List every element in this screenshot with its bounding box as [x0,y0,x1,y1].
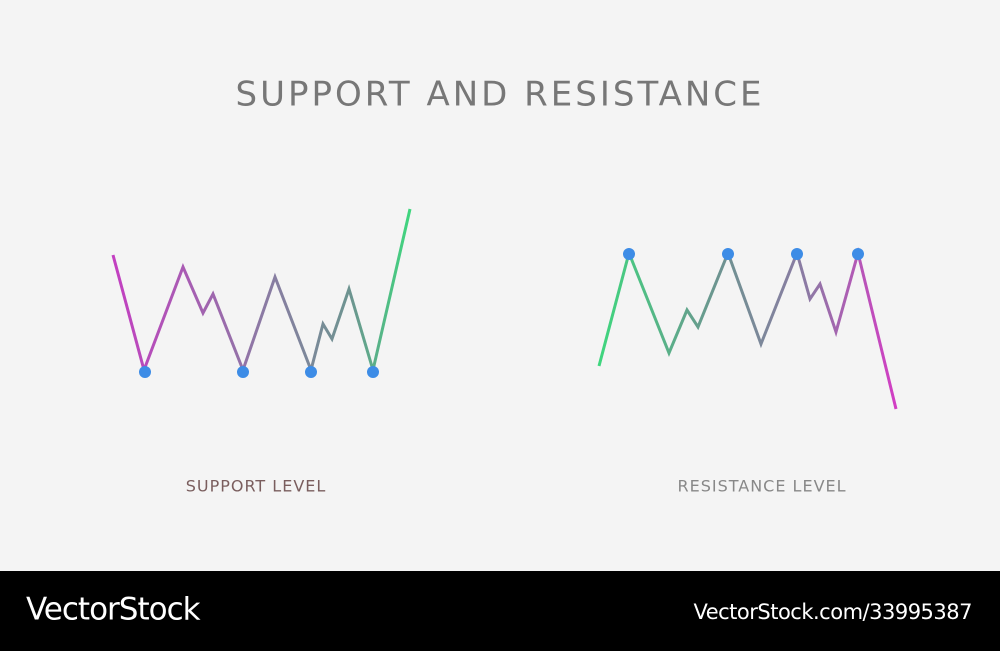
footer-bar [0,571,1000,651]
resistance-diagram: RESISTANCE LEVEL [555,245,930,496]
touch-point [791,248,803,260]
touch-point [139,366,151,378]
panel-label: SUPPORT LEVEL [186,477,327,496]
price-path [111,208,412,376]
price-path [597,247,898,410]
touch-point [305,366,317,378]
support-diagram: SUPPORT LEVEL [70,208,444,496]
touch-point [367,366,379,378]
touch-point [237,366,249,378]
touch-point [623,248,635,260]
footer-brand: VectorStock [26,592,201,628]
touch-points [623,248,864,260]
title: SUPPORT AND RESISTANCE [236,75,765,115]
touch-point [722,248,734,260]
touch-points [139,366,379,378]
background [0,0,1000,571]
panel-label: RESISTANCE LEVEL [677,477,846,496]
footer-id: VectorStock.com/33995387 [693,600,972,624]
touch-point [852,248,864,260]
